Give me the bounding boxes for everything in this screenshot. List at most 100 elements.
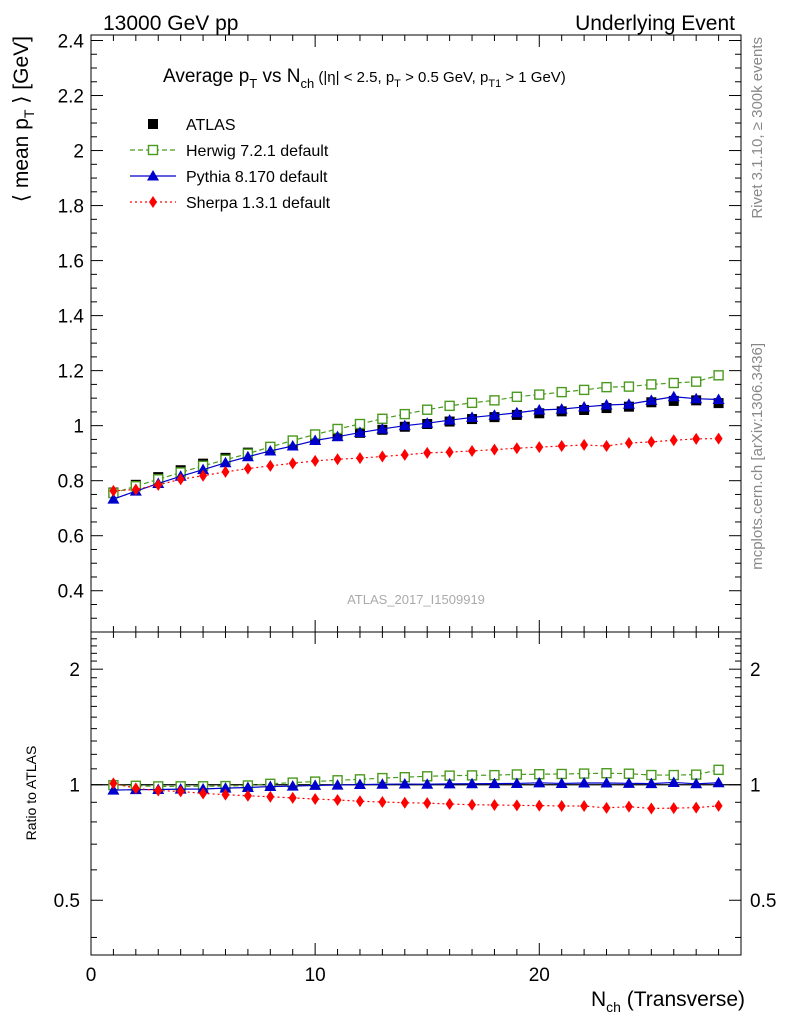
x-tick-label: 0 xyxy=(86,965,97,986)
data-point-herwig-7-2-1-default xyxy=(713,370,724,381)
rivet-label: Rivet 3.1.10, ≥ 300k events xyxy=(749,37,766,219)
data-point-sherpa-1-3-1-default xyxy=(176,473,185,486)
legend-marker-pythia-8-170-default xyxy=(147,170,159,181)
ratio-point-sherpa-1-3-1-default xyxy=(468,798,477,811)
ratio-point-sherpa-1-3-1-default xyxy=(109,777,118,790)
data-point-pythia-8-170-default xyxy=(421,417,434,428)
ratio-line-pythia-8-170-default xyxy=(113,781,719,791)
ratio-point-pythia-8-170-default xyxy=(443,777,456,789)
data-point-herwig-7-2-1-default xyxy=(601,381,612,393)
ratio-point-herwig-7-2-1-default xyxy=(578,768,590,779)
data-point-sherpa-1-3-1-default xyxy=(311,454,320,467)
data-point-sherpa-1-3-1-default xyxy=(199,469,208,482)
y-tick-label: 1.4 xyxy=(58,307,85,328)
x-tick-label: 20 xyxy=(529,965,550,986)
ratio-point-sherpa-1-3-1-default xyxy=(557,799,566,812)
ratio-point-sherpa-1-3-1-default xyxy=(423,797,432,810)
ratio-point-pythia-8-170-default xyxy=(219,782,232,793)
ratio-point-pythia-8-170-default xyxy=(578,776,591,788)
y-tick-label: 0.4 xyxy=(58,582,85,603)
axis-ticks xyxy=(90,35,742,955)
ratio-line-sherpa-1-3-1-default xyxy=(113,782,719,810)
data-point-sherpa-1-3-1-default xyxy=(557,440,566,453)
data-point-pythia-8-170-default xyxy=(241,450,254,462)
ratio-point-sherpa-1-3-1-default xyxy=(199,787,208,800)
data-point-sherpa-1-3-1-default xyxy=(602,440,611,453)
data-point-herwig-7-2-1-default xyxy=(444,400,455,412)
x-axis-label: Nch (Transverse) xyxy=(591,988,745,1015)
legend-label-pythia-8-170-default: Pythia 8.170 default xyxy=(186,169,328,186)
ratio-point-sherpa-1-3-1-default xyxy=(288,791,297,804)
legend: ATLAS Herwig 7.2.1 default Pythia 8.170 de… xyxy=(130,117,331,212)
data-point-herwig-7-2-1-default xyxy=(511,391,523,402)
data-point-sherpa-1-3-1-default xyxy=(266,459,275,472)
ratio-point-pythia-8-170-default xyxy=(488,777,501,789)
ratio-point-sherpa-1-3-1-default xyxy=(445,798,454,811)
data-point-pythia-8-170-default xyxy=(353,426,366,438)
data-point-pythia-8-170-default xyxy=(286,440,299,451)
ratio-tick-label: 0.5 xyxy=(750,891,776,912)
data-point-sherpa-1-3-1-default xyxy=(400,448,409,461)
data-point-pythia-8-170-default xyxy=(219,456,232,468)
ratio-tick-label: 1 xyxy=(69,776,80,797)
data-point-pythia-8-170-default xyxy=(376,422,389,434)
ratio-point-sherpa-1-3-1-default xyxy=(714,799,723,812)
y-tick-label: 1.2 xyxy=(58,362,84,383)
data-point-sherpa-1-3-1-default xyxy=(154,478,163,491)
data-point-pythia-8-170-default xyxy=(667,390,680,402)
data-point-herwig-7-2-1-default xyxy=(690,376,702,387)
data-point-pythia-8-170-default xyxy=(466,411,479,422)
y-tick-label: 2.2 xyxy=(58,87,84,108)
ratio-point-sherpa-1-3-1-default xyxy=(355,795,364,808)
ratio-point-herwig-7-2-1-default xyxy=(713,764,724,776)
series-line-herwig-7-2-1-default xyxy=(113,374,719,494)
data-point-pythia-8-170-default xyxy=(690,392,703,404)
legend-marker-herwig-7-2-1-default xyxy=(147,144,159,156)
ratio-tick-label: 2 xyxy=(69,660,80,681)
ratio-point-sherpa-1-3-1-default xyxy=(580,800,589,813)
ratio-point-herwig-7-2-1-default xyxy=(623,768,635,779)
ratio-point-sherpa-1-3-1-default xyxy=(692,801,701,814)
x-tick-label: 10 xyxy=(305,965,326,986)
y-tick-label: 1.8 xyxy=(58,197,84,218)
ratio-point-pythia-8-170-default xyxy=(466,777,479,789)
data-point-pythia-8-170-default xyxy=(645,394,658,405)
data-point-sherpa-1-3-1-default xyxy=(288,457,297,470)
data-point-herwig-7-2-1-default xyxy=(422,404,433,415)
data-point-pythia-8-170-default xyxy=(197,463,210,475)
data-point-pythia-8-170-default xyxy=(488,409,501,420)
ratio-point-herwig-7-2-1-default xyxy=(690,769,702,780)
data-point-sherpa-1-3-1-default xyxy=(512,442,521,455)
ratio-point-sherpa-1-3-1-default xyxy=(221,788,230,801)
ratio-point-pythia-8-170-default xyxy=(353,778,366,790)
y-tick-label: 0.8 xyxy=(58,472,84,493)
data-point-sherpa-1-3-1-default xyxy=(669,434,678,447)
legend-label-sherpa-1-3-1-default: Sherpa 1.3.1 default xyxy=(186,195,331,212)
data-point-pythia-8-170-default xyxy=(331,430,344,442)
data-point-sherpa-1-3-1-default xyxy=(333,453,342,466)
ratio-point-sherpa-1-3-1-default xyxy=(311,792,320,805)
ratio-point-sherpa-1-3-1-default xyxy=(176,785,185,798)
legend-label-herwig-7-2-1-default: Herwig 7.2.1 default xyxy=(186,143,329,160)
data-point-pythia-8-170-default xyxy=(264,444,277,456)
data-point-herwig-7-2-1-default xyxy=(489,395,500,406)
data-point-sherpa-1-3-1-default xyxy=(535,441,544,454)
ratio-point-herwig-7-2-1-default xyxy=(601,768,612,779)
ratio-point-sherpa-1-3-1-default xyxy=(333,793,342,806)
y-tick-label: 1 xyxy=(73,417,84,438)
data-point-pythia-8-170-default xyxy=(398,419,411,431)
ratio-point-pythia-8-170-default xyxy=(667,776,680,787)
ratio-point-pythia-8-170-default xyxy=(376,778,389,789)
ratio-point-pythia-8-170-default xyxy=(555,777,568,788)
legend-label-atlas: ATLAS xyxy=(186,117,236,134)
data-point-herwig-7-2-1-default xyxy=(399,408,410,420)
ratio-point-pythia-8-170-default xyxy=(286,780,299,791)
data-series xyxy=(107,370,725,504)
data-point-pythia-8-170-default xyxy=(622,398,635,409)
ratio-point-herwig-7-2-1-default xyxy=(556,768,567,780)
data-point-sherpa-1-3-1-default xyxy=(692,432,701,445)
ratio-point-pythia-8-170-default xyxy=(398,778,411,789)
ratio-point-pythia-8-170-default xyxy=(309,779,322,790)
ratio-point-pythia-8-170-default xyxy=(600,777,613,788)
data-point-sherpa-1-3-1-default xyxy=(355,452,364,465)
